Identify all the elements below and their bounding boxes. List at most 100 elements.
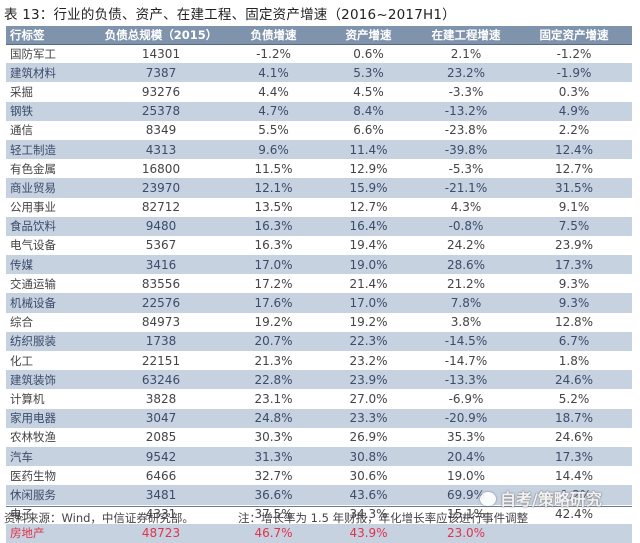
source-note: 资料来源：Wind，中信证券研究部。 — [4, 511, 194, 525]
cell-debt-growth: -1.2% — [256, 46, 291, 61]
table-header-row: 行标签 负债总规模（2015） 负债增速 资产增速 在建工程增速 固定资产增速 — [6, 26, 632, 44]
cell-industry: 家用电器 — [10, 411, 56, 426]
cell-asset-growth: 19.0% — [349, 257, 388, 272]
cell-cip-growth: -13.3% — [444, 372, 488, 387]
table-row: 汽车 9542 31.3% 30.8% 20.4% 17.3% — [6, 446, 632, 467]
cell-total-debt: 23970 — [141, 180, 181, 195]
table-row: 食品饮料 9480 16.3% 16.4% -0.8% 7.5% — [6, 216, 632, 236]
cell-fixed-asset-growth: 4.9% — [558, 104, 590, 119]
cell-total-debt: 1738 — [145, 334, 177, 349]
table-row: 机械设备 22576 17.6% 17.0% 7.8% 9.3% — [6, 293, 632, 313]
header-fixed-asset-growth: 固定资产增速 — [539, 27, 609, 42]
cell-fixed-asset-growth: 31.5% — [554, 180, 594, 195]
cell-debt-growth: 12.1% — [254, 180, 293, 195]
cell-cip-growth: -6.9% — [448, 391, 484, 406]
cell-fixed-asset-growth — [516, 524, 632, 543]
cell-debt-growth: 37.5% — [254, 507, 293, 522]
cell-asset-growth: 12.7% — [349, 200, 388, 215]
cell-total-debt: 84973 — [141, 315, 181, 330]
table-row: 传媒 3416 17.0% 19.0% 28.6% 17.3% — [6, 255, 632, 275]
table-title: 表 13：行业的负债、资产、在建工程、固定资产增速（2016~2017H1） — [4, 7, 456, 23]
table-row: 纺织服装 1738 20.7% 22.3% -14.5% 6.7% — [6, 331, 632, 351]
cell-industry: 机械设备 — [10, 296, 56, 311]
cell-fixed-asset-growth: -1.9% — [556, 65, 592, 80]
cell-debt-growth: 4.7% — [258, 104, 289, 119]
cell-total-debt: 5367 — [145, 238, 177, 253]
cell-debt-growth: 16.3% — [254, 238, 293, 253]
table-row: 建筑材料 7387 4.1% 5.3% 23.2% -1.9% — [6, 63, 632, 83]
cell-cip-growth: 23.0% — [446, 526, 486, 541]
table-row: 有色金属 16800 11.5% 12.9% -5.3% 12.7% — [6, 159, 632, 178]
table-row: 钢铁 25378 4.7% 8.4% -13.2% 4.9% — [6, 101, 632, 121]
cell-asset-growth: 19.2% — [349, 315, 388, 330]
cell-total-debt: 6466 — [145, 468, 177, 483]
cell-fixed-asset-growth: 6.7% — [558, 334, 590, 349]
cell-cip-growth: 69.9% — [446, 487, 486, 502]
cell-fixed-asset-growth: 9.1% — [558, 200, 590, 215]
cell-debt-growth: 46.7% — [254, 526, 293, 541]
cell-debt-growth: 4.1% — [258, 65, 289, 80]
cell-cip-growth: 7.8% — [450, 296, 482, 311]
cell-fixed-asset-growth: 12.8% — [554, 315, 594, 330]
table-row: 电气设备 5367 16.3% 19.4% 24.2% 23.9% — [6, 236, 632, 255]
table-row: 通信 8349 5.5% 6.6% -23.8% 2.2% — [6, 121, 632, 140]
cell-total-debt: 22151 — [141, 353, 181, 368]
header-total-debt: 负债总规模（2015） — [104, 27, 218, 42]
cell-asset-growth: 21.4% — [349, 276, 388, 291]
table-row: 医药生物 6466 32.7% 30.6% 19.0% 14.4% — [6, 466, 632, 485]
cell-cip-growth: 28.6% — [446, 257, 486, 272]
cell-industry: 农林牧渔 — [10, 430, 56, 445]
cell-industry: 休闲服务 — [10, 487, 56, 502]
cell-debt-growth: 4.4% — [258, 84, 289, 99]
table-row: 电子 4331 37.5% 34.3% 15.1% 42.4% — [6, 505, 632, 524]
cell-debt-growth: 21.3% — [254, 353, 293, 368]
cell-fixed-asset-growth: 12.7% — [554, 161, 594, 176]
cell-cip-growth: 24.2% — [446, 238, 486, 253]
header-cip-growth: 在建工程增速 — [431, 27, 501, 42]
cell-industry: 通信 — [10, 123, 33, 138]
cell-asset-growth: 0.6% — [353, 46, 384, 61]
cell-industry: 采掘 — [10, 84, 33, 99]
table-row: 轻工制造 4313 9.6% 11.4% -39.8% 12.4% — [6, 139, 632, 160]
cell-debt-growth: 17.0% — [254, 257, 293, 272]
cell-total-debt: 3047 — [145, 411, 177, 426]
cell-cip-growth: -14.7% — [444, 353, 488, 368]
cell-industry: 计算机 — [10, 391, 45, 406]
header-debt-growth: 负债增速 — [250, 27, 297, 42]
cell-debt-growth: 24.8% — [254, 411, 293, 426]
cell-total-debt: 48723 — [141, 526, 181, 541]
cell-cip-growth: 20.4% — [446, 449, 486, 464]
cell-asset-growth: 30.8% — [349, 449, 388, 464]
cell-total-debt: 14301 — [141, 46, 181, 61]
cell-asset-growth: 12.9% — [349, 161, 388, 176]
cell-fixed-asset-growth: 9.3% — [558, 296, 590, 311]
cell-total-debt: 83556 — [141, 276, 181, 291]
cell-industry: 医药生物 — [10, 468, 56, 483]
cell-fixed-asset-growth: -1.2% — [556, 46, 592, 61]
cell-fixed-asset-growth: 7.5% — [558, 219, 590, 234]
cell-debt-growth: 32.7% — [254, 468, 293, 483]
cell-industry: 综合 — [10, 315, 33, 330]
cell-cip-growth: 2.1% — [450, 46, 482, 61]
cell-total-debt: 7387 — [145, 65, 177, 80]
table-row: 交通运输 83556 17.2% 21.4% 21.2% 9.3% — [6, 274, 632, 293]
cell-cip-growth: -0.8% — [448, 219, 484, 234]
table-row: 化工 22151 21.3% 23.2% -14.7% 1.8% — [6, 351, 632, 370]
cell-asset-growth: 11.4% — [349, 142, 388, 157]
table-row: 公用事业 82712 13.5% 12.7% 4.3% 9.1% — [6, 198, 632, 217]
cell-asset-growth: 22.3% — [349, 334, 388, 349]
watermark: 自考/策略研究 — [480, 486, 602, 510]
cell-asset-growth: 30.6% — [349, 468, 388, 483]
cell-asset-growth: 5.3% — [353, 65, 384, 80]
cell-industry: 房地产 — [10, 526, 45, 541]
cell-industry: 轻工制造 — [10, 142, 56, 157]
cell-asset-growth: 16.4% — [349, 219, 388, 234]
cell-fixed-asset-growth: 9.3% — [558, 276, 590, 291]
cell-cip-growth: -13.2% — [444, 104, 488, 119]
cell-cip-growth: -3.3% — [448, 84, 484, 99]
cell-total-debt: 63246 — [141, 372, 181, 387]
cell-debt-growth: 5.5% — [258, 123, 289, 138]
cell-industry: 建筑装饰 — [10, 372, 56, 387]
cell-asset-growth: 27.0% — [349, 391, 388, 406]
cell-asset-growth: 23.3% — [349, 411, 388, 426]
